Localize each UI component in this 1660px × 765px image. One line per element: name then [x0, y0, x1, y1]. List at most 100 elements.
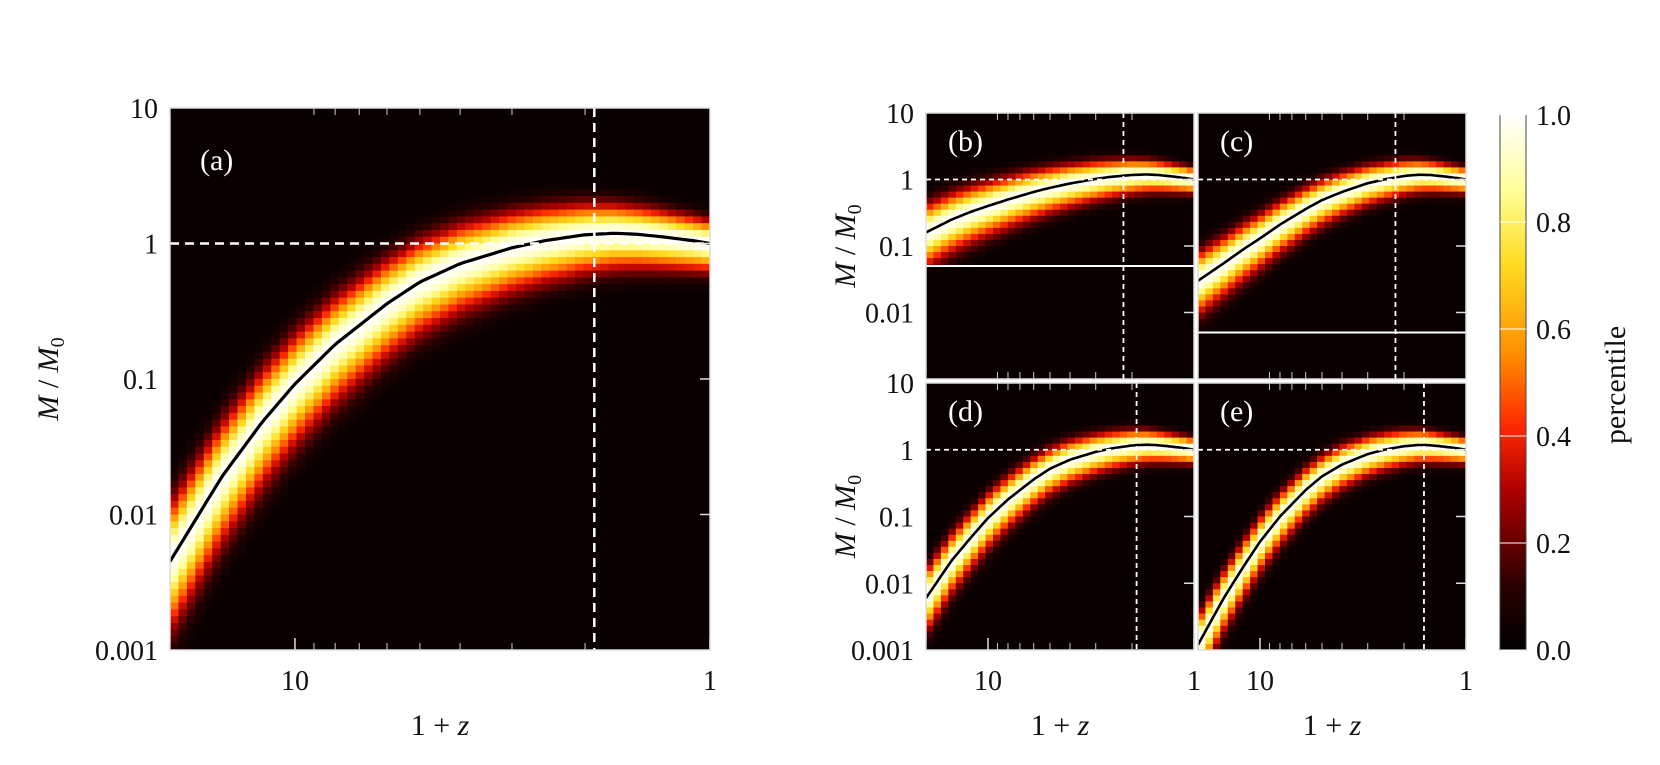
heatmap-cell	[1067, 486, 1076, 493]
heatmap-cell	[1346, 197, 1355, 205]
heatmap-cell	[1205, 583, 1214, 590]
heatmap-cell	[1369, 461, 1378, 469]
heatmap-cell	[933, 589, 942, 596]
heatmap-cell	[1399, 191, 1408, 199]
heatmap-cell	[532, 250, 542, 258]
heatmap-cell	[549, 297, 559, 306]
heatmap-cell	[1000, 546, 1009, 554]
heatmap-cell	[254, 439, 264, 448]
heatmap-cell	[1074, 173, 1083, 181]
heatmap-cell	[254, 345, 264, 353]
heatmap-cell	[380, 324, 390, 333]
heatmap-cell	[1302, 209, 1311, 217]
heatmap-cell	[948, 528, 957, 536]
heatmap-cell	[955, 601, 964, 609]
heatmap-cell	[1421, 449, 1430, 457]
heatmap-cell	[1339, 179, 1348, 187]
heatmap-cell	[524, 250, 534, 258]
heatmap-cell	[440, 338, 450, 346]
heatmap-cell	[1141, 185, 1150, 193]
heatmap-cell	[1045, 480, 1054, 487]
heatmap-cell	[423, 209, 433, 218]
heatmap-cell	[1287, 203, 1296, 211]
heatmap-cell	[933, 625, 942, 633]
heatmap-cell	[558, 202, 568, 211]
heatmap-cell	[389, 372, 399, 380]
heatmap-cell	[262, 351, 272, 360]
heatmap-cell	[1339, 203, 1348, 211]
heatmap-cell	[355, 392, 365, 400]
heatmap-cell	[1149, 455, 1158, 463]
heatmap-cell	[591, 270, 601, 278]
heatmap-cell	[279, 399, 289, 407]
heatmap-cell	[1171, 455, 1180, 463]
heatmap-cell	[940, 227, 949, 235]
heatmap-cell	[1428, 161, 1437, 169]
heatmap-cell	[372, 284, 382, 292]
heatmap-cell	[940, 534, 949, 542]
heatmap-cell	[1302, 492, 1311, 499]
heatmap-cell	[212, 500, 222, 509]
heatmap-cell	[1399, 455, 1408, 463]
heatmap-cell	[1242, 294, 1251, 302]
heatmap-cell	[532, 297, 542, 306]
heatmap-cell	[963, 258, 972, 265]
heatmap-cell	[955, 516, 964, 524]
heatmap-cell	[186, 514, 196, 522]
heatmap-cell	[1346, 449, 1355, 457]
heatmap-cell	[347, 399, 357, 407]
heatmap-cell	[1022, 215, 1031, 223]
x-axis-label: 1 + z	[1031, 709, 1090, 742]
heatmap-cell	[1134, 191, 1143, 199]
heatmap-cell	[338, 311, 348, 319]
heatmap-cell	[1015, 179, 1024, 187]
heatmap-cell	[245, 419, 255, 428]
x-axis-label: 1 + z	[1303, 709, 1362, 742]
heatmap-cell	[1089, 161, 1098, 169]
heatmap-cell	[1007, 215, 1016, 223]
heatmap-cell	[313, 331, 323, 339]
heatmap-cell	[1324, 233, 1333, 241]
panel-label: (d)	[948, 395, 983, 428]
heatmap-cell	[541, 229, 551, 238]
heatmap-cell	[1317, 179, 1326, 187]
heatmap-cell	[1279, 522, 1288, 530]
heatmap-cell	[440, 223, 450, 231]
heatmap-cell	[1067, 209, 1076, 217]
heatmap-cell	[1104, 449, 1113, 457]
heatmap-cell	[926, 221, 935, 229]
heatmap-cell	[650, 270, 660, 278]
heatmap-cells	[926, 149, 1194, 265]
heatmap-cell	[532, 270, 542, 278]
heatmap-cell	[389, 250, 399, 258]
heatmap-cell	[575, 216, 585, 224]
heatmap-cell	[1104, 161, 1113, 169]
heatmap-cell	[170, 616, 180, 624]
heatmap-cell	[203, 453, 213, 461]
heatmap-cell	[1141, 437, 1150, 445]
heatmap-cell	[1302, 233, 1311, 241]
heatmap-cell	[321, 358, 331, 367]
heatmap-cell	[305, 290, 315, 299]
heatmap-cell	[296, 460, 306, 468]
heatmap-cell	[1104, 155, 1113, 162]
heatmap-cell	[926, 252, 935, 259]
heatmap-cell	[532, 257, 542, 265]
heatmap-cell	[178, 473, 188, 482]
heatmap-cell	[1339, 221, 1348, 229]
heatmap-cell	[933, 179, 942, 187]
heatmap-cell	[1257, 528, 1266, 536]
heatmap-cell	[549, 229, 559, 238]
heatmap-cell	[321, 439, 331, 448]
heatmap-cell	[634, 263, 644, 272]
heatmap-cell	[693, 277, 703, 285]
heatmap-cell	[1112, 167, 1121, 175]
heatmap-cell	[1376, 474, 1385, 481]
heatmap-cell	[1428, 197, 1437, 205]
heatmap-cell	[1302, 522, 1311, 530]
heatmap-cell	[1265, 492, 1274, 499]
heatmap-cell	[1346, 455, 1355, 463]
heatmap-cell	[397, 229, 407, 238]
heatmap-cell	[1339, 443, 1348, 451]
heatmap-cell	[1354, 474, 1363, 481]
